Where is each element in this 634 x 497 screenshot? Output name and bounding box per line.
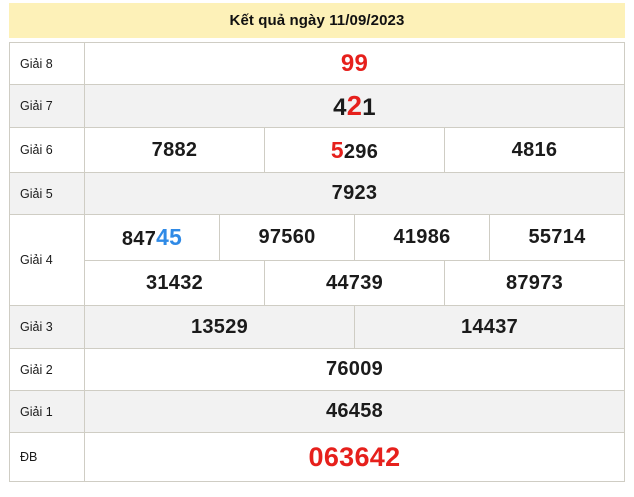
prize-value-8: 99 — [84, 42, 625, 85]
prize-label-7: Giải 7 — [9, 84, 85, 128]
result-header-banner: Kết quả ngày 11/09/2023 — [9, 3, 625, 38]
prize-value-4-5: 31432 — [84, 260, 265, 306]
digit-highlighted: 2 — [346, 90, 363, 121]
prize-value-6-1: 7882 — [84, 127, 265, 173]
prize-number: 44739 — [325, 271, 384, 294]
digit-plain: 847 — [121, 228, 157, 250]
prize-value-6-2: 5296 — [264, 127, 445, 173]
prize-value-4-4: 55714 — [489, 214, 625, 261]
prize-value-5: 7923 — [84, 172, 625, 215]
prize-label-special: ĐB — [9, 432, 85, 482]
prize-label-1: Giải 1 — [9, 390, 85, 433]
table-row-prize-7: Giải 7 421 — [9, 84, 625, 128]
prize-number: 063642 — [308, 441, 401, 472]
prize-number: 84745 — [121, 224, 182, 250]
prize-label-2: Giải 2 — [9, 348, 85, 391]
lottery-results-table: Giải 8 99 Giải 7 421 Giải 6 7882 5296 — [9, 42, 625, 482]
prize-number: 99 — [340, 49, 369, 77]
prize-value-3-2: 14437 — [354, 305, 625, 349]
table-row-prize-3: Giải 3 13529 14437 — [9, 305, 625, 349]
prize-value-4-2: 97560 — [219, 214, 355, 261]
digit-highlighted: 5 — [330, 136, 344, 163]
table-row-prize-special: ĐB 063642 — [9, 432, 625, 482]
prize-number: 4816 — [511, 138, 558, 161]
prize-value-1: 46458 — [84, 390, 625, 433]
prize-number: 13529 — [190, 315, 249, 338]
prize-number: 46458 — [325, 400, 384, 422]
prize-number: 5296 — [331, 137, 379, 163]
prize-number: 421 — [333, 90, 376, 121]
prize-value-6-3: 4816 — [444, 127, 625, 173]
prize-number: 97560 — [258, 226, 316, 248]
prize-number: 76009 — [325, 358, 384, 380]
prize-label-3: Giải 3 — [9, 305, 85, 349]
digit-plain: 1 — [362, 94, 376, 121]
table-row-prize-8: Giải 8 99 — [9, 42, 625, 85]
page-title: Kết quả ngày 11/09/2023 — [229, 12, 405, 29]
table-row-prize-2: Giải 2 76009 — [9, 348, 625, 391]
table-row-prize-5: Giải 5 7923 — [9, 172, 625, 215]
prize-value-4-6: 44739 — [264, 260, 445, 306]
prize-value-4-7: 87973 — [444, 260, 625, 306]
prize-number: 31432 — [145, 271, 204, 294]
prize-number: 87973 — [505, 271, 564, 294]
prize-label-6: Giải 6 — [9, 127, 85, 173]
table-row-prize-1: Giải 1 46458 — [9, 390, 625, 433]
prize-label-5: Giải 5 — [9, 172, 85, 215]
prize-value-3-1: 13529 — [84, 305, 355, 349]
prize-value-4-1: 84745 — [84, 214, 220, 261]
prize-label-4: Giải 4 — [9, 214, 85, 306]
prize-number: 7882 — [151, 138, 198, 161]
digit-plain: 296 — [343, 140, 379, 163]
digit-highlighted: 45 — [156, 224, 183, 250]
prize-label-8: Giải 8 — [9, 42, 85, 85]
prize-number: 41986 — [393, 226, 451, 248]
prize-value-special: 063642 — [85, 433, 625, 482]
prize-number: 55714 — [528, 226, 586, 248]
prize-value-7: 421 — [84, 84, 625, 128]
prize-value-2: 76009 — [84, 348, 625, 391]
table-row-prize-4-second: 31432 44739 87973 — [9, 260, 625, 306]
prize-number: 7923 — [331, 182, 378, 204]
prize-value-4-3: 41986 — [354, 214, 490, 261]
prize-number: 14437 — [460, 315, 519, 338]
digit-plain: 4 — [333, 94, 347, 121]
table-row-prize-4-first: Giải 4 84745 97560 41986 55714 — [9, 214, 625, 306]
table-row-prize-6: Giải 6 7882 5296 4816 — [9, 127, 625, 173]
